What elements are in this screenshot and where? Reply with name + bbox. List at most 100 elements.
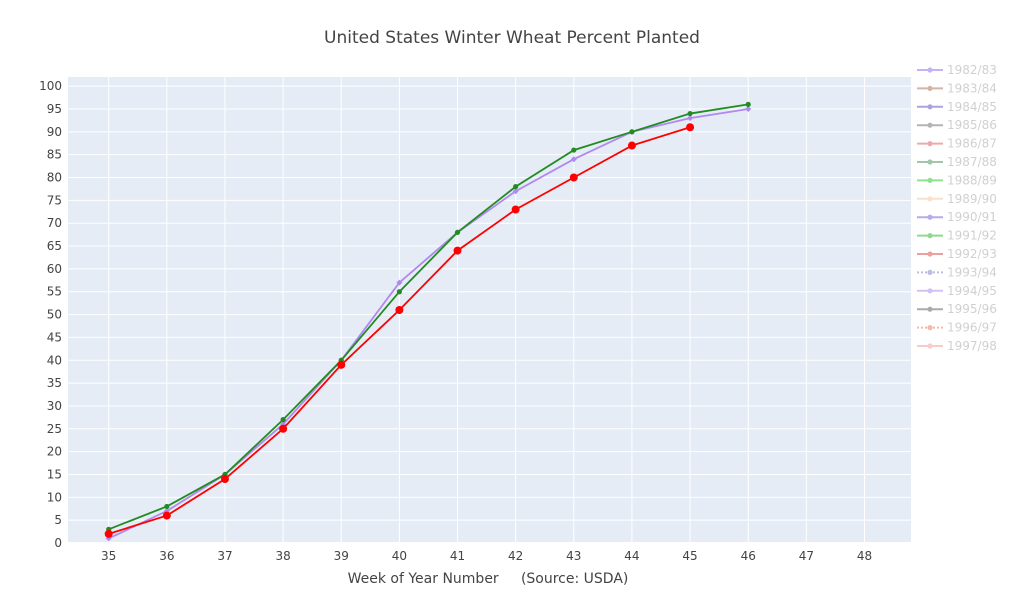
data-point: [571, 147, 577, 153]
legend-label: 1992/93: [947, 247, 997, 261]
data-point: [164, 503, 170, 510]
legend-label: 1989/90: [947, 192, 997, 206]
legend-label: 1985/86: [947, 118, 997, 132]
y-tick-label: 85: [47, 148, 62, 162]
legend-swatch-marker: [927, 67, 933, 73]
x-tick-label: 44: [624, 549, 639, 563]
data-point: [396, 279, 403, 286]
legend-swatch-marker: [927, 196, 933, 202]
y-tick-label: 60: [47, 262, 62, 276]
legend-swatch-marker: [927, 343, 933, 349]
data-point: [569, 173, 578, 182]
x-tick-label: 48: [857, 549, 872, 563]
plot-area: [68, 77, 911, 543]
legend-label: 1993/94: [947, 265, 997, 279]
legend-label: 1982/83: [947, 63, 997, 77]
y-tick-label: 10: [47, 490, 62, 504]
y-tick-label: 40: [47, 353, 62, 367]
y-tick-label: 65: [47, 239, 62, 253]
legend-label: 1990/91: [947, 210, 997, 224]
data-point: [687, 115, 694, 122]
legend-swatch-marker: [927, 122, 933, 128]
x-tick-label: 41: [450, 549, 465, 563]
legend-item[interactable]: 1985/86: [917, 118, 997, 132]
data-point: [512, 188, 519, 195]
x-tick-label: 36: [159, 549, 174, 563]
grid: [68, 77, 911, 544]
series-line: [108, 103, 749, 531]
legend-swatch-marker: [927, 251, 933, 257]
legend-label: 1983/84: [947, 81, 997, 95]
legend-swatch-marker: [927, 177, 933, 183]
series-lines: [104, 101, 752, 542]
data-point: [280, 417, 286, 423]
x-tick-label: 43: [566, 549, 581, 563]
legend-item[interactable]: 1987/88: [917, 155, 997, 169]
legend-swatch-marker: [927, 104, 933, 110]
y-tick-label: 45: [47, 330, 62, 344]
legend-item[interactable]: 1997/98: [917, 339, 997, 353]
y-tick-label: 90: [47, 125, 62, 139]
legend-item[interactable]: 1990/91: [917, 210, 997, 224]
legend-item[interactable]: 1982/83: [917, 63, 997, 77]
legend-item[interactable]: 1994/95: [917, 284, 997, 298]
data-point: [511, 205, 520, 214]
data-point: [513, 184, 519, 190]
x-tick-label: 45: [682, 549, 697, 563]
legend-item[interactable]: 1993/94: [917, 265, 997, 279]
legend-swatch-marker: [927, 325, 933, 331]
legend-label: 1997/98: [947, 339, 997, 353]
legend-swatch-marker: [927, 85, 933, 91]
legend-item[interactable]: 1983/84: [917, 81, 997, 95]
legend-item[interactable]: 1995/96: [917, 302, 997, 316]
data-point: [687, 110, 693, 117]
legend-swatch-marker: [927, 141, 933, 147]
data-point: [570, 156, 577, 163]
x-tick-label: 47: [799, 549, 814, 563]
x-tick-label: 35: [101, 549, 116, 563]
legend-item[interactable]: 1991/92: [917, 229, 997, 243]
y-tick-label: 55: [47, 285, 62, 299]
data-point: [745, 101, 751, 108]
data-point: [629, 129, 635, 135]
legend-label: 1988/89: [947, 173, 997, 187]
y-tick-label: 30: [47, 399, 62, 413]
data-point: [745, 105, 752, 112]
x-axis: 35 36 37 38 39 40 41 42 43 44 45 46 47 48: [101, 549, 872, 563]
legend-label: 1991/92: [947, 229, 997, 243]
y-tick-label: 20: [47, 445, 62, 459]
legend-item[interactable]: 1996/97: [917, 321, 997, 335]
data-point: [162, 511, 171, 520]
legend[interactable]: 1982/83 1983/84 1984/85 1985/86 1986/87 1987/…: [917, 63, 997, 353]
series-18: [104, 123, 695, 538]
legend-item[interactable]: 1992/93: [917, 247, 997, 261]
legend-swatch-marker: [927, 306, 933, 312]
y-tick-label: 100: [39, 79, 62, 93]
legend-swatch-marker: [927, 269, 933, 275]
y-axis: 0 5 10 15 20 25 30 35 40 45 50 55 60 65 70 75 80 85 90 95 10…: [39, 79, 62, 550]
legend-item[interactable]: 1988/89: [917, 173, 997, 187]
data-point: [453, 246, 462, 255]
y-tick-label: 75: [47, 193, 62, 207]
x-tick-label: 37: [217, 549, 232, 563]
legend-swatch-marker: [927, 233, 933, 239]
data-point: [279, 424, 288, 433]
legend-item[interactable]: 1989/90: [917, 192, 997, 206]
y-tick-label: 5: [54, 513, 62, 527]
data-point: [395, 306, 404, 314]
data-point: [220, 475, 229, 484]
legend-item[interactable]: 1986/87: [917, 137, 997, 151]
legend-label: 1995/96: [947, 302, 997, 316]
x-tick-label: 46: [741, 549, 756, 563]
y-tick-label: 15: [47, 467, 62, 481]
legend-swatch-marker: [927, 159, 933, 165]
legend-item[interactable]: 1984/85: [917, 100, 997, 114]
x-axis-title: Week of Year Number (Source: USDA): [348, 571, 629, 587]
data-point: [686, 123, 695, 132]
y-tick-label: 70: [47, 216, 62, 230]
legend-swatch-marker: [927, 214, 933, 220]
legend-swatch-marker: [927, 288, 933, 294]
x-tick-label: 39: [334, 549, 349, 563]
legend-label: 1986/87: [947, 137, 997, 151]
